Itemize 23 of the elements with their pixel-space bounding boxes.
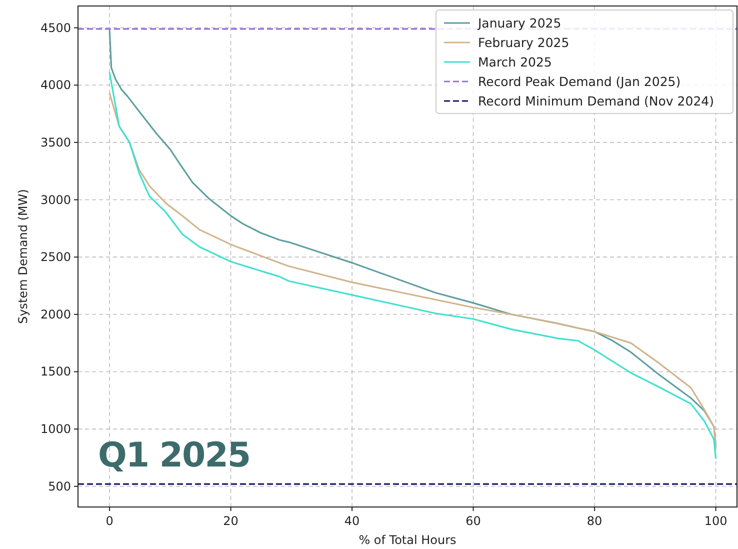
y-tick-label: 1500	[40, 364, 71, 379]
y-axis-title: System Demand (MW)	[16, 189, 30, 324]
legend-label: January 2025	[477, 16, 562, 30]
x-tick-label: 100	[704, 514, 728, 528]
legend-label: March 2025	[478, 54, 552, 70]
annotation: Q1 2025	[98, 435, 250, 476]
y-tick-label: 500	[48, 479, 71, 494]
x-tick-label: 80	[586, 514, 602, 528]
y-tick-label: 2500	[40, 250, 71, 264]
x-tick-label: 40	[344, 514, 360, 528]
y-tick-label: 4500	[40, 20, 71, 35]
y-tick-label: 1000	[40, 422, 71, 436]
legend-label: Record Peak Demand (Jan 2025)	[478, 74, 681, 89]
y-tick-label: 3000	[40, 192, 71, 207]
y-tick-label: 2000	[40, 307, 71, 322]
legend-label: Record Minimum Demand (Nov 2024)	[478, 94, 714, 108]
x-tick-label: 60	[466, 514, 481, 528]
y-tick-label: 4000	[40, 78, 71, 92]
legend-label: February 2025	[478, 35, 570, 50]
x-tick-label: 0	[106, 514, 114, 528]
x-axis-title: % of Total Hours	[358, 533, 456, 547]
x-tick-label: 20	[223, 514, 238, 528]
y-tick-label: 3500	[40, 135, 71, 150]
